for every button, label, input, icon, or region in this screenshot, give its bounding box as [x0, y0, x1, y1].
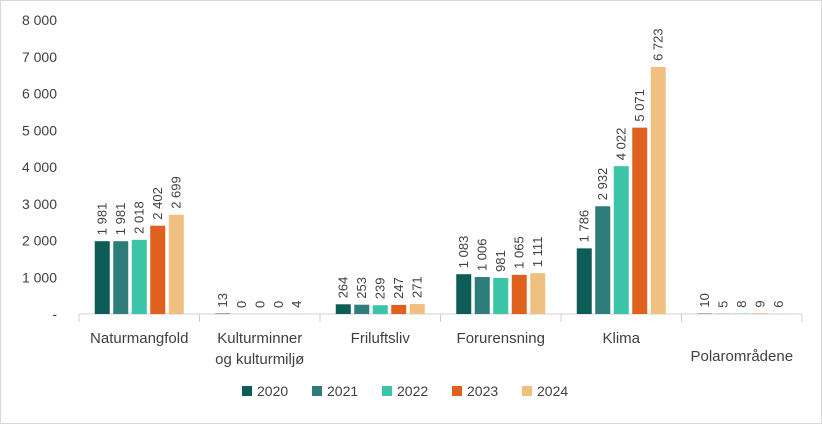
legend-swatch: [242, 386, 252, 396]
bar-2020: [456, 274, 471, 314]
category-label: Friluftsliv: [351, 330, 411, 347]
data-label: 5 071: [632, 89, 647, 122]
data-label: 6: [771, 301, 786, 308]
y-tick-label: 1 000: [22, 269, 57, 285]
bar-2021: [354, 305, 369, 314]
bar-2022: [132, 240, 147, 314]
data-label: 9: [753, 300, 768, 307]
bar-2020: [95, 241, 110, 314]
category-label: Klima: [602, 330, 640, 347]
category-label: Forurensning: [457, 330, 545, 347]
data-label: 1 006: [475, 238, 490, 271]
data-label: 1 981: [113, 203, 128, 236]
data-label: 253: [354, 277, 369, 299]
legend-label: 2024: [537, 383, 568, 399]
data-label: 271: [410, 276, 425, 298]
legend-swatch: [522, 386, 532, 396]
data-label: 264: [336, 277, 351, 299]
legend-label: 2023: [467, 383, 498, 399]
legend-swatch: [312, 386, 322, 396]
y-tick-label: 4 000: [22, 159, 57, 175]
data-label: 0: [234, 301, 249, 308]
bar-2023: [632, 128, 647, 314]
data-label: 1 111: [530, 237, 545, 268]
y-tick-label: 5 000: [22, 122, 57, 138]
data-label: 4: [289, 301, 304, 308]
y-tick-label: 8 000: [22, 12, 57, 28]
bar-2023: [512, 275, 527, 314]
bar-2023: [150, 226, 165, 314]
legend-label: 2022: [397, 383, 428, 399]
y-tick-label: 7 000: [22, 49, 57, 65]
legend-label: 2021: [327, 383, 358, 399]
data-label: 2 932: [595, 168, 610, 201]
data-label: 239: [373, 278, 388, 300]
y-tick-label: 3 000: [22, 196, 57, 212]
y-tick-label: 2 000: [22, 233, 57, 249]
data-label: 5: [716, 301, 731, 308]
data-label: 0: [271, 301, 286, 308]
category-label: Kulturminner: [217, 330, 302, 347]
bar-2021: [595, 206, 610, 314]
bar-2021: [475, 277, 490, 314]
bar-2020: [577, 248, 592, 314]
bar-2024: [410, 304, 425, 314]
data-label: 4 022: [614, 128, 629, 161]
data-label: 8: [734, 300, 749, 307]
data-label: 247: [391, 277, 406, 299]
data-label: 1 065: [512, 236, 527, 269]
data-label: 2 402: [150, 187, 165, 220]
data-label: 1 786: [577, 210, 592, 243]
data-label: 0: [252, 301, 267, 308]
data-label: 1 981: [95, 203, 110, 236]
category-label: Polarområdene: [690, 348, 793, 365]
data-label: 1 083: [456, 236, 471, 269]
bar-2021: [113, 241, 128, 314]
data-label: 6 723: [651, 28, 666, 61]
legend-swatch: [382, 386, 392, 396]
data-label: 2 699: [169, 176, 184, 209]
bar-2020: [336, 304, 351, 314]
category-label: og kulturmiljø: [215, 351, 304, 368]
legend-swatch: [452, 386, 462, 396]
y-tick-label: 6 000: [22, 86, 57, 102]
bar-2022: [493, 278, 508, 314]
bar-2024: [651, 67, 666, 314]
y-tick-label: -: [52, 306, 57, 322]
legend-label: 2020: [257, 383, 288, 399]
bar-2024: [169, 215, 184, 314]
category-label: Naturmangfold: [90, 330, 188, 347]
bar-2022: [614, 166, 629, 314]
bar-2024: [530, 273, 545, 314]
data-label: 13: [215, 293, 230, 307]
bar-2023: [391, 305, 406, 314]
bar-2022: [373, 305, 388, 314]
data-label: 10: [697, 293, 712, 307]
data-label: 2 018: [132, 201, 147, 234]
data-label: 981: [493, 250, 508, 272]
